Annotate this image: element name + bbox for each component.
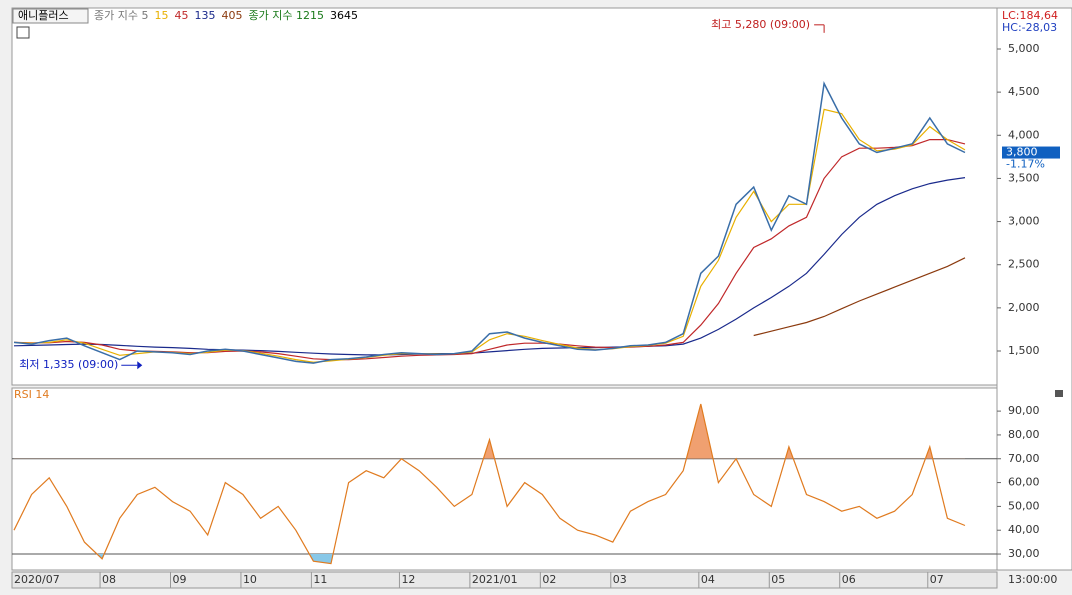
legend-item: 45 — [174, 9, 188, 22]
rsi-panel — [11, 387, 998, 571]
y-tick-label: 90,00 — [1008, 404, 1040, 417]
lc-label: LC:184,64 — [1002, 9, 1058, 22]
y-tick-label: 40,00 — [1008, 523, 1040, 536]
x-tick-label: 2020/07 — [14, 573, 60, 586]
x-tick-label: 05 — [771, 573, 785, 586]
legend-item: 3645 — [330, 9, 358, 22]
stock-name[interactable]: 애니플러스 — [18, 9, 69, 22]
y-tick-label: 50,00 — [1008, 499, 1040, 512]
stock-name-box[interactable] — [12, 8, 89, 24]
x-tick-label: 11 — [313, 573, 327, 586]
y-tick-label: 60,00 — [1008, 476, 1040, 489]
last-price-box — [1002, 146, 1060, 159]
last-price-label: 3,800 — [1006, 146, 1038, 159]
legend-item: 135 — [194, 9, 215, 22]
x-tick-label: 2021/01 — [472, 573, 518, 586]
x-tick-label: 07 — [930, 573, 944, 586]
hc-label: HC:-28,03 — [1002, 21, 1057, 34]
legend-item: 종가 지수 5 — [94, 9, 148, 22]
legend-item: 종가 지수 1215 — [248, 9, 323, 22]
price-panel — [11, 7, 998, 386]
y-tick-label: 1,500 — [1008, 344, 1040, 357]
y-tick-label: 80,00 — [1008, 428, 1040, 441]
y-tick-label: 30,00 — [1008, 547, 1040, 560]
series-line — [753, 257, 966, 337]
legend-item: 15 — [154, 9, 168, 22]
x-tick-label: 04 — [701, 573, 715, 586]
y-axis-panel — [996, 7, 1072, 571]
y-tick-label: 3,000 — [1008, 215, 1040, 228]
table-icon[interactable] — [16, 26, 30, 39]
y-tick-label: 70,00 — [1008, 452, 1040, 465]
panel-button[interactable] — [1055, 390, 1063, 397]
y-tick-label: 4,500 — [1008, 85, 1040, 98]
change-label: -1.17% — [1006, 158, 1045, 171]
y-tick-label: 3,500 — [1008, 171, 1040, 184]
x-tick-label: 10 — [243, 573, 257, 586]
x-tick-label: 09 — [173, 573, 187, 586]
time-label: 13:00:00 — [1008, 573, 1057, 586]
series-line — [13, 403, 966, 565]
x-tick-label: 06 — [842, 573, 856, 586]
legend-item: 405 — [221, 9, 242, 22]
series-line — [13, 81, 966, 364]
x-tick-label: 02 — [542, 573, 556, 586]
rsi-title: RSI 14 — [14, 388, 49, 401]
x-tick-label: 03 — [613, 573, 627, 586]
series-line — [13, 177, 966, 356]
x-tick-label: 08 — [102, 573, 116, 586]
x-tick-label: 12 — [401, 573, 415, 586]
low-label: 최저 1,335 (09:00) — [19, 358, 118, 371]
low-arrow — [137, 361, 143, 370]
y-tick-label: 5,000 — [1008, 42, 1040, 55]
overbought-fill — [14, 404, 965, 459]
y-tick-label: 2,000 — [1008, 301, 1040, 314]
y-tick-label: 4,000 — [1008, 128, 1040, 141]
high-label: 최고 5,280 (09:00) — [711, 18, 810, 31]
y-tick-label: 2,500 — [1008, 258, 1040, 271]
